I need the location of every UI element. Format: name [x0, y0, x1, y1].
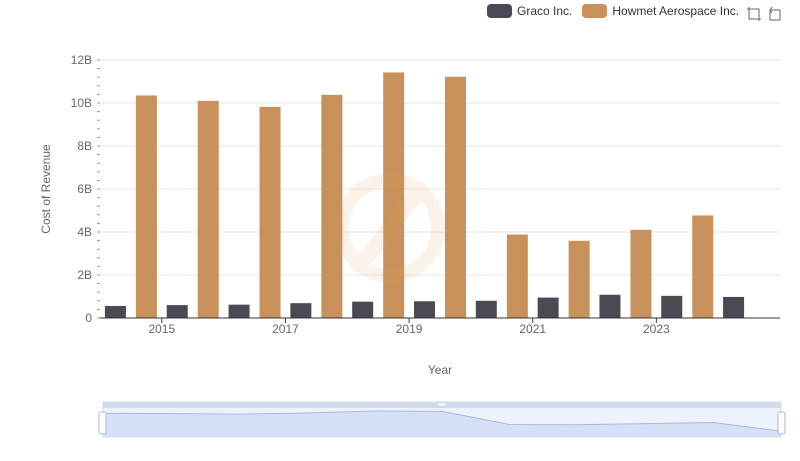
legend-item-howmet[interactable]: Howmet Aerospace Inc. [582, 4, 739, 18]
bar-howmet [259, 106, 281, 319]
bar-howmet [568, 240, 590, 318]
bar-howmet [445, 76, 466, 319]
x-tick-label: 2021 [519, 322, 546, 336]
bar-howmet [135, 95, 157, 318]
y-tick-label: 10B [71, 96, 92, 110]
y-tick-label: 4B [77, 225, 92, 239]
legend-swatch-howmet [582, 4, 608, 18]
bar-graco [661, 295, 683, 318]
restore-icon[interactable] [768, 6, 784, 22]
bar-howmet [692, 215, 714, 318]
legend-label-graco: Graco Inc. [517, 4, 573, 18]
toolbox [746, 6, 784, 22]
slider-move-handle [437, 402, 447, 407]
bar-howmet [383, 72, 405, 318]
x-tick-label: 2023 [643, 322, 670, 336]
bar-graco [352, 301, 374, 318]
bar-howmet [506, 234, 528, 318]
bar-graco [414, 301, 435, 318]
y-tick-label: 6B [77, 182, 92, 196]
bar-graco [166, 305, 188, 318]
zoom-icon[interactable] [746, 6, 762, 22]
watermark-logo [335, 173, 445, 283]
x-axis-title: Year [428, 363, 452, 377]
bar-howmet [630, 229, 652, 318]
bar-howmet [321, 94, 343, 318]
x-tick-label: 2015 [148, 322, 175, 336]
slider-handle-right [777, 411, 786, 435]
legend-label-howmet: Howmet Aerospace Inc. [612, 4, 740, 18]
y-tick-label: 12B [71, 53, 92, 67]
bar-graco [228, 304, 250, 318]
y-tick-label: 0 [85, 311, 92, 325]
slider-line [102, 410, 782, 432]
x-axis: 2015 2017 2019 2021 2023 [100, 317, 780, 336]
bar-graco [104, 305, 126, 318]
slider-area [103, 411, 781, 437]
legend-swatch-graco [487, 4, 512, 18]
y-axis: 0 2B 4B 6B 8B 10B 12B [71, 53, 100, 325]
bar-graco [537, 297, 559, 318]
y-tick-label: 8B [77, 139, 92, 153]
y-tick-label: 2B [77, 268, 92, 282]
legend: Graco Inc. Howmet Aerospace Inc. [487, 4, 749, 18]
x-tick-label: 2017 [272, 322, 299, 336]
x-tick-label: 2019 [396, 322, 423, 336]
y-axis-title: Cost of Revenue [39, 144, 53, 234]
slider-handle-left [98, 411, 107, 435]
bar-howmet [197, 100, 219, 318]
bar-graco [290, 303, 312, 318]
bars [104, 72, 745, 319]
bar-graco [475, 300, 497, 318]
bar-graco [599, 294, 621, 318]
bar-graco [723, 296, 745, 318]
data-zoom-slider[interactable] [98, 401, 786, 438]
legend-item-graco[interactable]: Graco Inc. [487, 4, 572, 18]
